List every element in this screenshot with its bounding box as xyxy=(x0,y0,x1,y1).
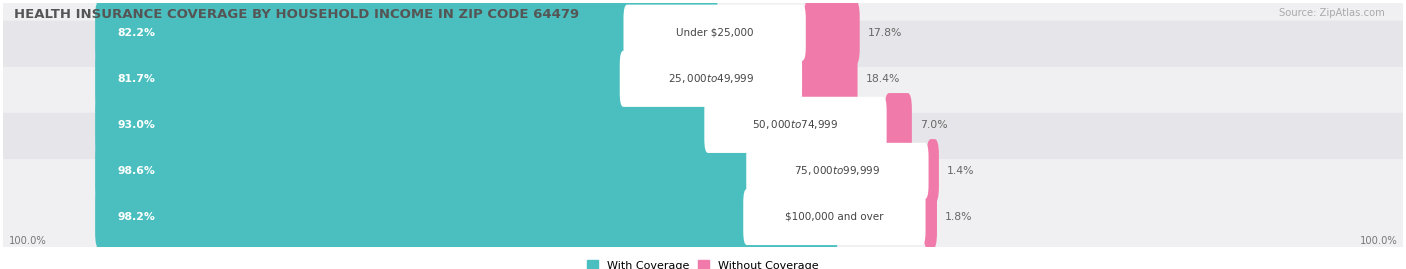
Text: 81.7%: 81.7% xyxy=(118,74,155,84)
Text: 98.6%: 98.6% xyxy=(118,166,155,176)
FancyBboxPatch shape xyxy=(800,47,858,111)
Text: Source: ZipAtlas.com: Source: ZipAtlas.com xyxy=(1279,8,1385,18)
Legend: With Coverage, Without Coverage: With Coverage, Without Coverage xyxy=(588,260,818,269)
FancyBboxPatch shape xyxy=(0,0,1406,91)
Text: $75,000 to $99,999: $75,000 to $99,999 xyxy=(794,164,880,178)
FancyBboxPatch shape xyxy=(924,185,936,249)
FancyBboxPatch shape xyxy=(96,185,838,249)
FancyBboxPatch shape xyxy=(96,139,842,203)
FancyBboxPatch shape xyxy=(96,47,716,111)
FancyBboxPatch shape xyxy=(804,1,859,65)
FancyBboxPatch shape xyxy=(623,5,806,61)
Text: 17.8%: 17.8% xyxy=(868,28,901,38)
FancyBboxPatch shape xyxy=(884,93,912,157)
Text: 100.0%: 100.0% xyxy=(8,236,46,246)
FancyBboxPatch shape xyxy=(620,51,801,107)
Text: 7.0%: 7.0% xyxy=(920,120,948,130)
Text: 93.0%: 93.0% xyxy=(118,120,155,130)
FancyBboxPatch shape xyxy=(704,97,887,153)
Text: 18.4%: 18.4% xyxy=(866,74,900,84)
Text: 1.4%: 1.4% xyxy=(946,166,974,176)
FancyBboxPatch shape xyxy=(96,93,800,157)
Text: 1.8%: 1.8% xyxy=(945,212,973,222)
FancyBboxPatch shape xyxy=(0,21,1406,137)
Text: Under $25,000: Under $25,000 xyxy=(676,28,754,38)
Text: $50,000 to $74,999: $50,000 to $74,999 xyxy=(752,118,838,131)
FancyBboxPatch shape xyxy=(96,1,718,65)
FancyBboxPatch shape xyxy=(0,113,1406,229)
Text: $100,000 and over: $100,000 and over xyxy=(785,212,883,222)
Text: HEALTH INSURANCE COVERAGE BY HOUSEHOLD INCOME IN ZIP CODE 64479: HEALTH INSURANCE COVERAGE BY HOUSEHOLD I… xyxy=(14,8,579,21)
FancyBboxPatch shape xyxy=(744,189,925,245)
FancyBboxPatch shape xyxy=(0,159,1406,269)
Text: 100.0%: 100.0% xyxy=(1360,236,1398,246)
FancyBboxPatch shape xyxy=(0,67,1406,183)
Text: 82.2%: 82.2% xyxy=(118,28,156,38)
FancyBboxPatch shape xyxy=(747,143,928,199)
FancyBboxPatch shape xyxy=(927,139,939,203)
Text: $25,000 to $49,999: $25,000 to $49,999 xyxy=(668,72,754,85)
Text: 98.2%: 98.2% xyxy=(118,212,155,222)
